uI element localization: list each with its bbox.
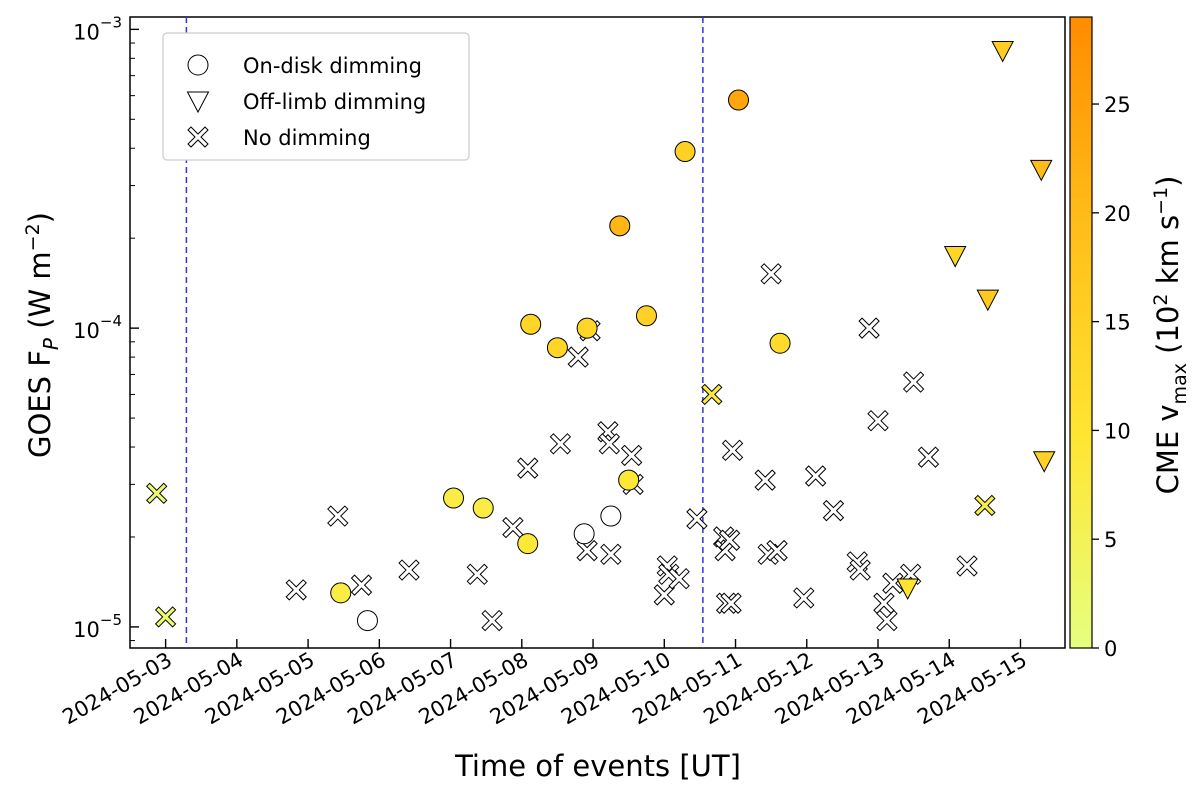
point-cross-10 [517, 457, 539, 479]
point-cross-1 [146, 482, 168, 505]
legend: On-disk dimming Off-limb dimming No dimmin… [162, 32, 470, 161]
colorbar-tick-label: 25 [1104, 93, 1131, 117]
colorbar-tick-label: 15 [1104, 311, 1131, 335]
point-cross-6 [398, 559, 420, 581]
legend-marker-circle [187, 54, 209, 76]
data-points [146, 40, 1056, 632]
point-cross-11 [549, 433, 572, 455]
point-circle-14 [674, 141, 696, 163]
point-cross-8 [481, 609, 503, 632]
colorbar-tick-label: 10 [1104, 419, 1131, 443]
point-circle-13 [635, 305, 657, 327]
point-cross-5 [350, 574, 373, 596]
legend-label: On-disk dimming [243, 54, 422, 78]
point-cross-12 [567, 346, 589, 368]
point-cross-13 [576, 539, 598, 562]
y-axis-label: GOES FP (W m−2) [22, 212, 63, 458]
point-circle-11 [609, 215, 631, 237]
colorbar-tick-label: 20 [1104, 202, 1131, 226]
point-cross-31 [721, 439, 744, 462]
point-cross-17 [600, 543, 622, 566]
colorbar: 0 5 10 15 20 25 CME vmax (102 km s−1) [1069, 16, 1191, 661]
point-cross-4 [327, 505, 349, 527]
point-triangle-1 [896, 578, 920, 601]
point-triangle-6 [1032, 451, 1056, 473]
point-cross-38 [822, 499, 845, 522]
point-circle-6 [520, 313, 542, 335]
point-cross-36 [793, 587, 815, 609]
point-cross-20 [653, 584, 675, 606]
colorbar-label: CME vmax (102 km s−1) [1150, 176, 1191, 495]
point-cross-32 [754, 469, 776, 491]
point-circle-5 [517, 533, 539, 555]
point-triangle-5 [1029, 159, 1053, 182]
point-circle-12 [618, 469, 640, 491]
legend-label: No dimming [243, 126, 371, 150]
legend-box [162, 32, 470, 161]
point-cross-2 [154, 606, 177, 628]
point-cross-34 [760, 263, 782, 285]
point-circle-10 [600, 505, 622, 527]
colorbar-tick-label: 5 [1104, 528, 1117, 552]
colorbar-tick-label: 0 [1104, 637, 1117, 661]
point-cross-3 [285, 579, 307, 601]
y-tick-label: 10−5 [73, 611, 122, 642]
point-triangle-2 [943, 246, 967, 268]
point-cross-41 [858, 317, 880, 339]
point-cross-42 [867, 409, 889, 432]
point-circle-8 [573, 523, 595, 545]
point-circle-1 [330, 582, 352, 604]
point-cross-23 [668, 567, 690, 590]
point-cross-48 [917, 446, 940, 468]
point-cross-25 [701, 383, 723, 406]
legend-marker-cross [187, 126, 209, 148]
point-triangle-3 [976, 289, 1000, 312]
colorbar-gradient [1069, 16, 1093, 649]
point-cross-35 [766, 539, 788, 562]
point-cross-30 [720, 592, 742, 614]
point-circle-2 [356, 610, 378, 632]
point-circle-3 [443, 487, 465, 509]
y-tick-label: 10−4 [73, 312, 122, 343]
x-axis-label: Time of events [UT] [454, 749, 741, 783]
point-circle-7 [546, 337, 568, 359]
y-tick-label: 10−3 [73, 13, 122, 44]
x-axis: 2024-05-032024-05-042024-05-052024-05-06… [58, 639, 1031, 729]
point-circle-4 [472, 497, 494, 519]
point-circle-16 [769, 332, 791, 354]
point-cross-37 [804, 465, 827, 487]
point-cross-24 [686, 508, 708, 530]
legend-marker-triangle [186, 91, 210, 114]
point-cross-16 [598, 433, 621, 455]
point-cross-7 [466, 563, 488, 586]
point-cross-40 [849, 559, 871, 581]
point-cross-47 [902, 371, 925, 393]
legend-label: Off-limb dimming [243, 90, 426, 114]
point-circle-15 [727, 89, 749, 111]
y-axis: 10−3 10−4 10−5 [73, 13, 139, 642]
point-cross-29 [718, 529, 741, 551]
point-triangle-4 [991, 40, 1014, 63]
point-cross-50 [974, 494, 996, 517]
point-cross-44 [876, 609, 898, 632]
point-cross-49 [956, 555, 978, 577]
point-circle-9 [576, 317, 598, 339]
point-cross-18 [620, 444, 643, 467]
